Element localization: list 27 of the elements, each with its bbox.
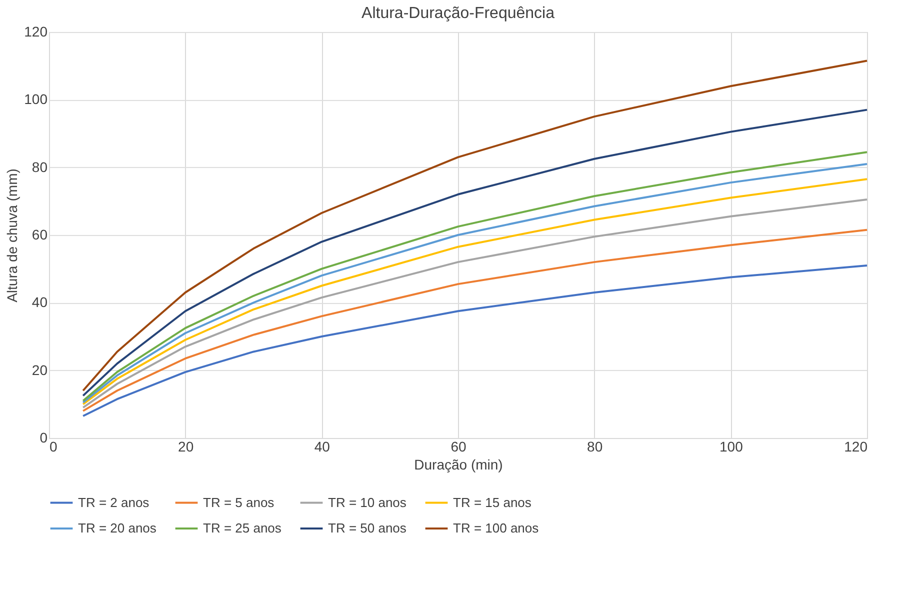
legend-label: TR = 100 anos bbox=[453, 520, 540, 536]
y-tick-label: 120 bbox=[24, 24, 48, 40]
x-tick-label: 40 bbox=[314, 438, 330, 454]
line-series bbox=[82, 108, 868, 397]
legend-label: TR = 50 anos bbox=[328, 520, 407, 536]
x-axis-title: Duração (min) bbox=[414, 456, 503, 472]
y-axis-title: Altura de chuva (mm) bbox=[4, 168, 20, 302]
line-series bbox=[82, 228, 868, 412]
y-tick-label: 20 bbox=[32, 362, 48, 378]
y-tick-label: 80 bbox=[32, 158, 48, 175]
legend-label: TR = 15 anos bbox=[453, 494, 532, 510]
legend-label: TR = 5 anos bbox=[203, 494, 275, 510]
x-tick-label: 120 bbox=[844, 438, 868, 454]
legend-label: TR = 2 anos bbox=[78, 494, 150, 510]
y-tick-label: 40 bbox=[32, 294, 48, 310]
legend-label: TR = 20 anos bbox=[78, 520, 157, 536]
legend-label: TR = 25 anos bbox=[203, 520, 282, 536]
x-tick-label: 60 bbox=[450, 438, 466, 454]
y-tick-label: 60 bbox=[32, 226, 48, 242]
x-tick-label: 20 bbox=[178, 438, 194, 454]
line-series bbox=[82, 60, 868, 392]
x-tick-label: 80 bbox=[587, 438, 603, 454]
y-tick-label: 100 bbox=[24, 91, 48, 108]
legend-label: TR = 10 anos bbox=[328, 494, 407, 510]
line-series bbox=[82, 264, 868, 418]
x-tick-label: 100 bbox=[719, 438, 744, 454]
chart-title: Altura-Duração-Frequência bbox=[362, 5, 555, 22]
